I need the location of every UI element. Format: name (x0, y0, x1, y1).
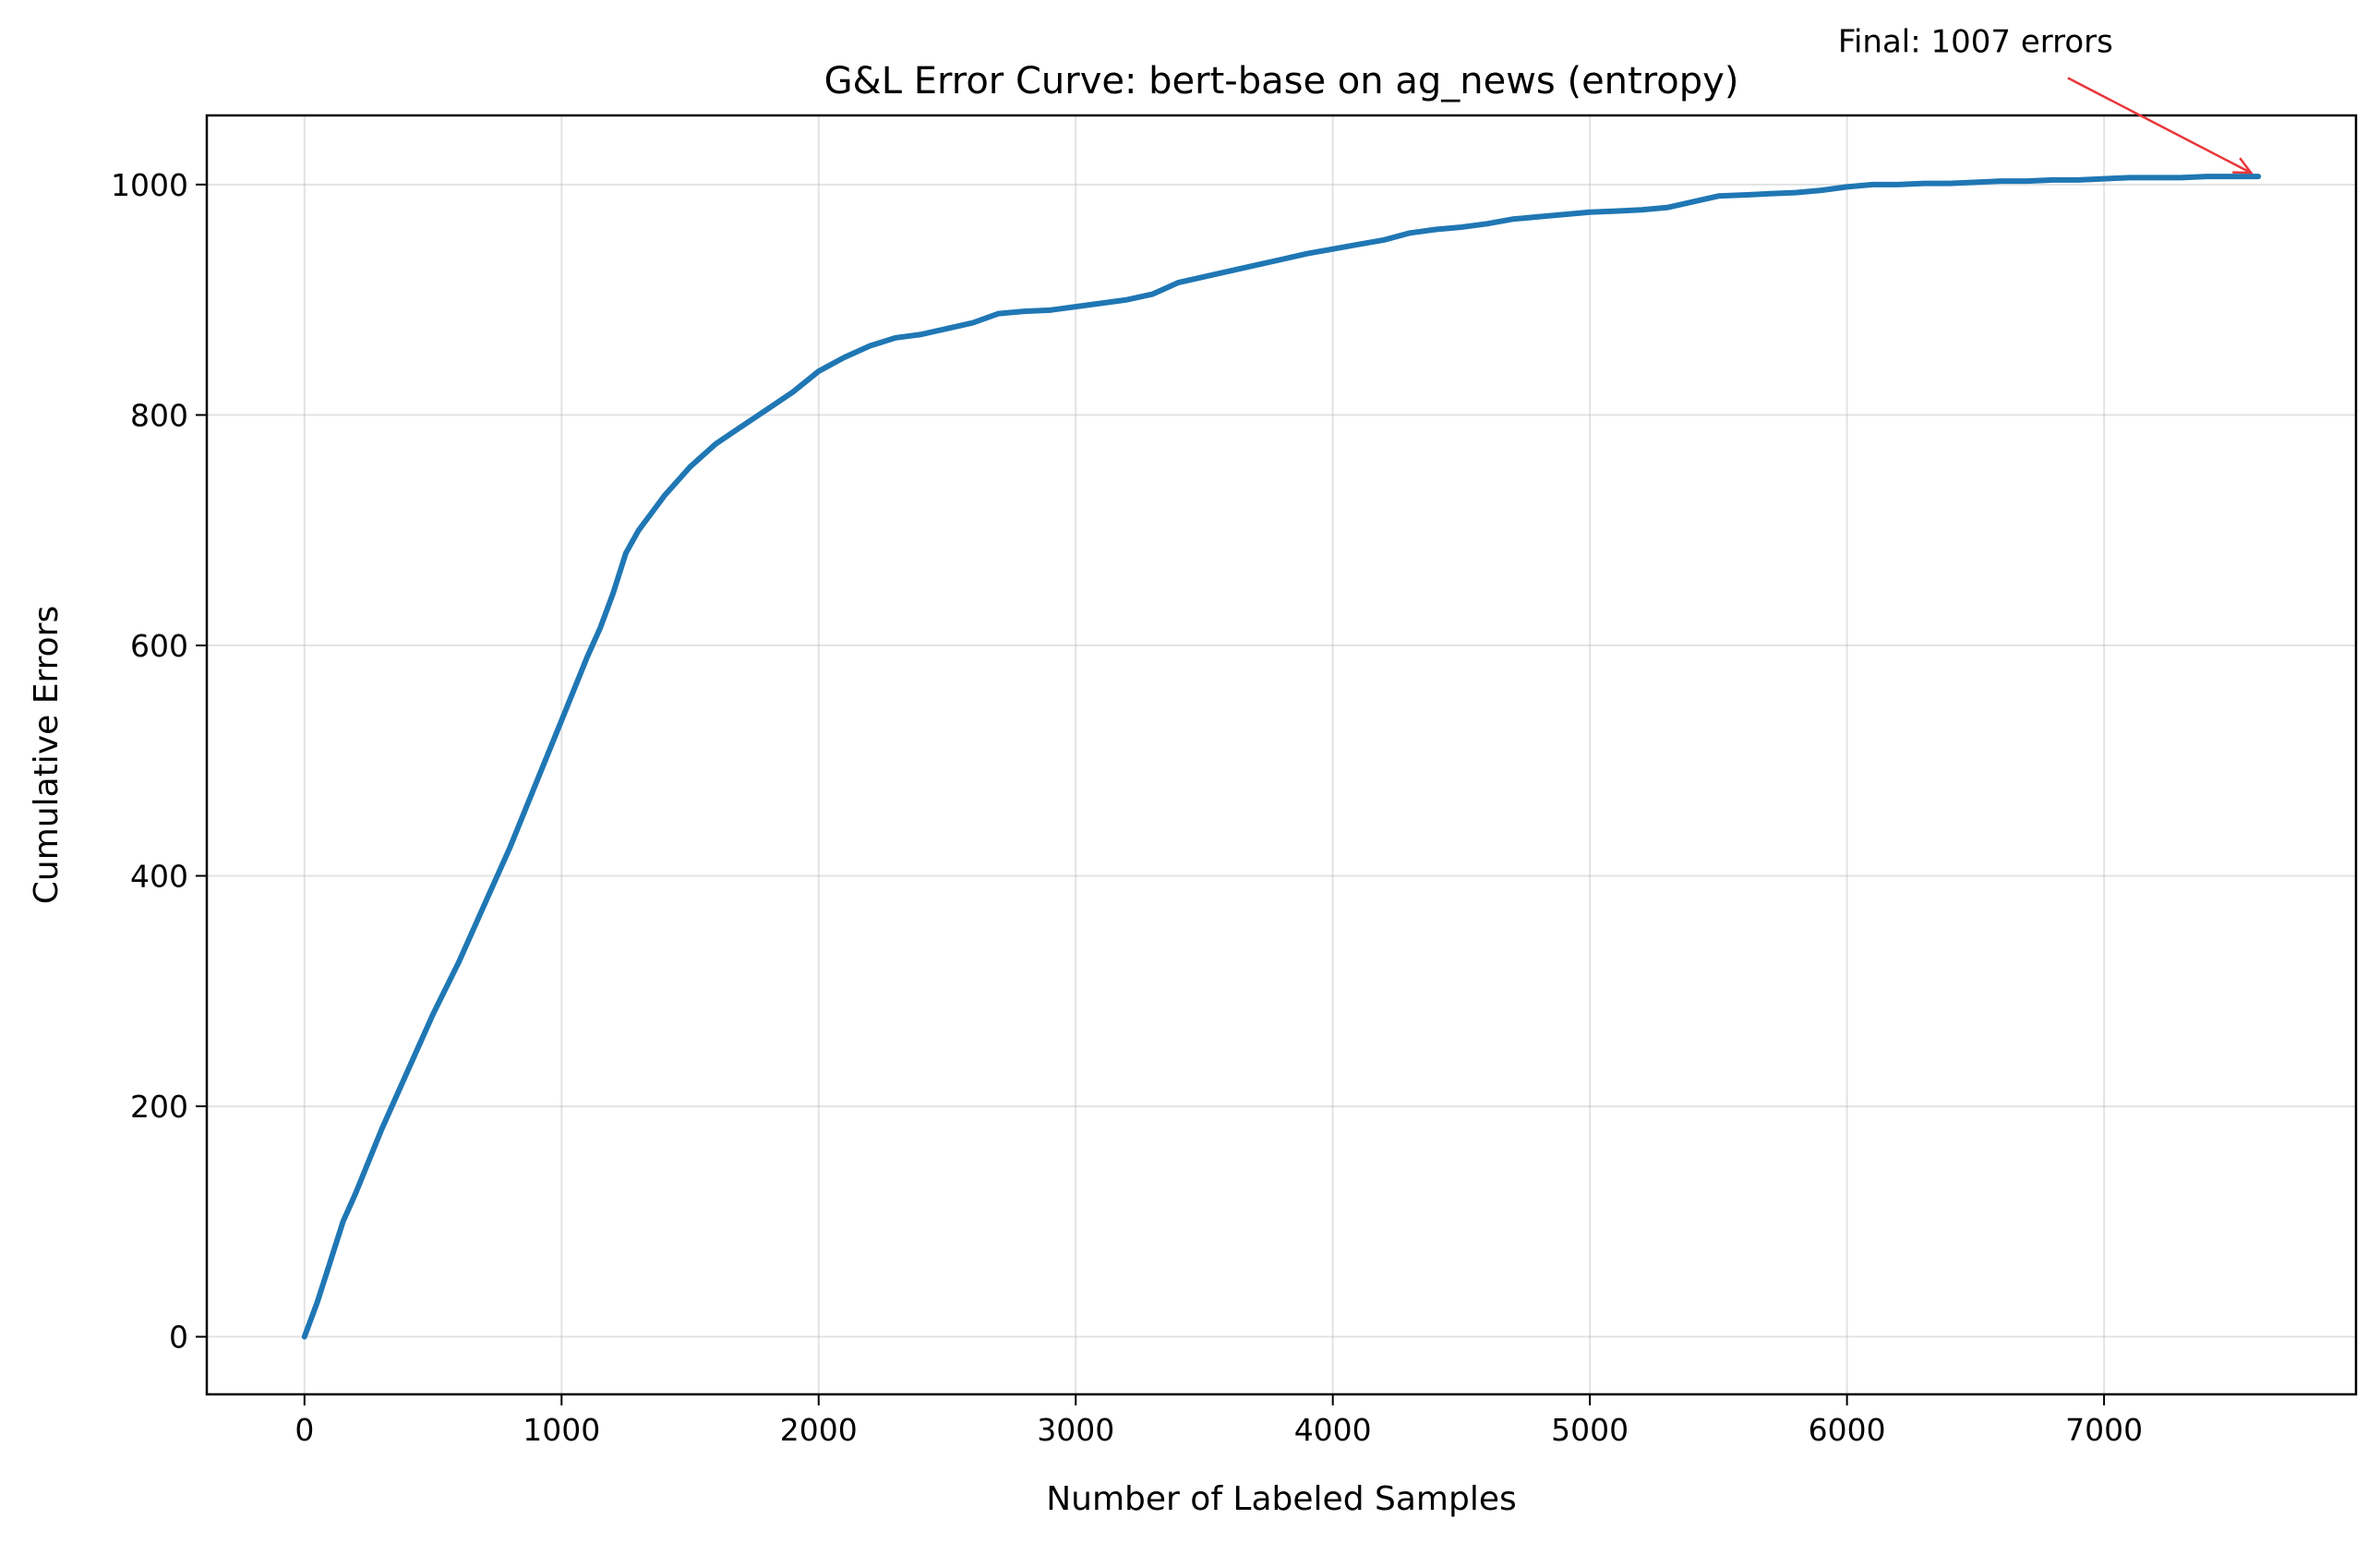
annotation-text: Final: 1007 errors (1838, 23, 2113, 60)
x-tick-label: 5000 (1551, 1412, 1629, 1448)
x-tick-label: 1000 (523, 1412, 600, 1448)
x-tick-label: 4000 (1294, 1412, 1372, 1448)
y-axis-label: Cumulative Errors (28, 606, 66, 904)
y-tick-label: 0 (169, 1320, 188, 1356)
x-tick-label: 7000 (2065, 1412, 2143, 1448)
series-line (301, 174, 2262, 1340)
grid (207, 115, 2356, 1394)
annotation-arrowhead (2232, 157, 2254, 175)
y-tick-label: 200 (130, 1089, 188, 1125)
x-tick-label: 0 (294, 1412, 314, 1448)
y-tick-label: 600 (130, 628, 188, 664)
annotation-arrow (2067, 77, 2252, 175)
y-axis-ticks: 0 200 400 600 800 1000 (111, 167, 207, 1356)
chart-title: G&L Error Curve: bert-base on ag_news (e… (824, 60, 1739, 102)
y-tick-label: 800 (130, 397, 188, 433)
x-axis-ticks: 0 1000 2000 3000 4000 5000 6000 7000 (294, 1394, 2143, 1448)
x-tick-label: 3000 (1037, 1412, 1114, 1448)
x-tick-label: 6000 (1809, 1412, 1886, 1448)
y-tick-label: 400 (130, 859, 188, 895)
x-tick-label: 2000 (780, 1412, 858, 1448)
series-layer (301, 174, 2262, 1340)
annotation: Final: 1007 errors (1838, 23, 2254, 175)
x-axis-label: Number of Labeled Samples (1046, 1480, 1517, 1518)
plot-frame (205, 114, 2358, 1396)
y-tick-label: 1000 (111, 167, 188, 203)
